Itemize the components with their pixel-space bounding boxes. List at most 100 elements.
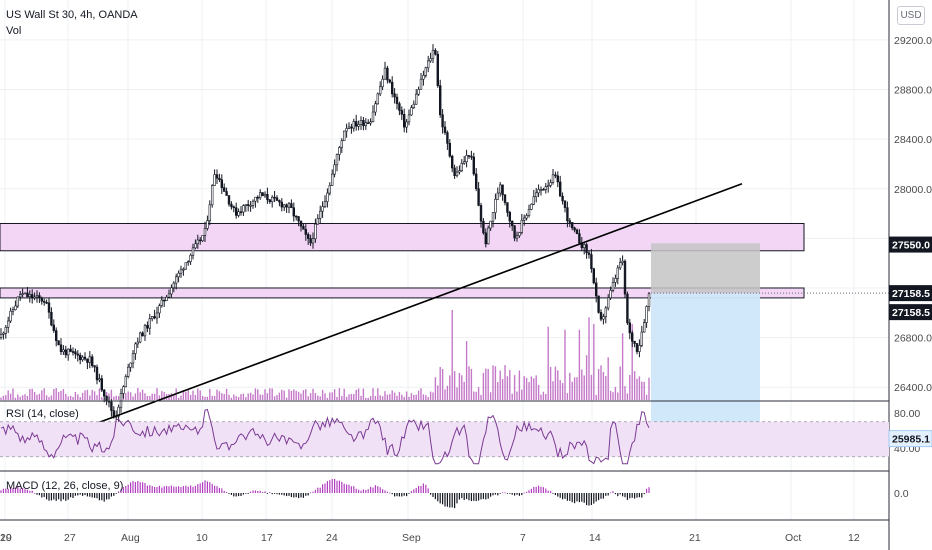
volume-bar xyxy=(33,391,36,400)
price-axis[interactable]: 29200.0 28800.0 28400.0 28000.0 26800.0 26400… xyxy=(894,35,932,394)
volume-bar xyxy=(540,394,542,400)
volume-bar xyxy=(12,388,14,400)
volume-bar xyxy=(561,383,564,400)
volume-bar xyxy=(463,381,465,400)
macd-bar xyxy=(96,493,98,499)
stop-loss-zone[interactable] xyxy=(651,243,760,294)
volume-bar xyxy=(564,329,566,400)
macd-bar xyxy=(511,493,513,495)
macd-bar xyxy=(430,493,432,495)
macd-bar xyxy=(600,493,602,499)
candle-body xyxy=(16,296,19,307)
volume-bar xyxy=(413,395,415,400)
candle-body xyxy=(371,111,375,123)
volume-bar xyxy=(9,393,12,400)
candle-body xyxy=(323,201,327,207)
volume-bar xyxy=(441,368,444,400)
volume-bar xyxy=(377,388,379,400)
candle-body xyxy=(134,343,137,354)
macd-bar xyxy=(494,493,496,495)
candle-body xyxy=(645,306,648,323)
macd-bar xyxy=(370,486,372,493)
volume-bar xyxy=(511,393,513,400)
macd-bar xyxy=(456,493,458,504)
volume-bar xyxy=(504,365,506,400)
candle-body xyxy=(410,107,413,116)
macd-bar xyxy=(55,493,57,501)
candle-body xyxy=(117,406,120,417)
macd-bar xyxy=(588,493,590,506)
volume-bar xyxy=(643,381,645,400)
macd-bar xyxy=(295,493,297,498)
trendline[interactable] xyxy=(19,183,743,453)
candle-body xyxy=(594,282,598,297)
candle-body xyxy=(242,205,245,213)
macd-bar xyxy=(444,493,446,507)
time-axis[interactable]: 20 27 Aug 10 17 24 Sep 7 14 21 Oct 12 19 xyxy=(0,532,860,544)
macd-bar xyxy=(118,491,120,493)
macd-bar xyxy=(439,493,441,504)
candle-body xyxy=(534,192,538,198)
volume-bar xyxy=(533,378,535,400)
macd-bar xyxy=(338,480,340,493)
candle-body xyxy=(458,170,461,173)
candle-body xyxy=(412,103,415,108)
candle-body xyxy=(402,114,406,128)
candle-body xyxy=(578,233,581,244)
volume-bar xyxy=(43,388,45,400)
candle-body xyxy=(599,312,603,320)
macd-bar xyxy=(29,490,31,493)
take-profit-zone[interactable] xyxy=(651,293,760,439)
candle-body xyxy=(184,262,187,270)
volume-bar xyxy=(81,393,84,400)
candle-body xyxy=(602,316,605,320)
macd-bar xyxy=(425,484,427,493)
volume-bar xyxy=(101,397,103,400)
price-tick-label: 28800.0 xyxy=(894,85,932,97)
candle-body xyxy=(270,196,274,203)
volume-bar xyxy=(357,388,360,400)
candle-body xyxy=(110,401,113,411)
candle-body xyxy=(554,174,557,177)
volume-bar xyxy=(480,394,482,400)
volume-bar xyxy=(57,392,60,400)
macd-bar xyxy=(108,493,110,500)
macd-bar xyxy=(98,493,100,501)
volume-bar xyxy=(199,390,201,400)
volume-bar xyxy=(14,397,17,400)
candle-body xyxy=(419,78,423,90)
volume-bar xyxy=(422,394,425,400)
candle-body xyxy=(6,320,10,328)
candle-body xyxy=(352,121,355,129)
volume-bar xyxy=(115,395,117,400)
candle-body xyxy=(590,254,593,270)
volume-bar xyxy=(98,388,101,400)
candle-body xyxy=(628,322,632,334)
macd-bar xyxy=(130,482,132,493)
volume-bar xyxy=(194,394,197,400)
candle-body xyxy=(386,67,389,81)
candle-body xyxy=(100,378,104,391)
candle-body xyxy=(342,130,346,142)
macd-bar xyxy=(163,486,165,493)
macd-bar xyxy=(408,493,410,494)
volume-bar xyxy=(48,397,50,400)
macd-bar xyxy=(542,487,544,493)
macd-bar xyxy=(170,485,172,493)
volume-bar xyxy=(552,381,554,400)
candle-body xyxy=(357,124,360,127)
macd-bar xyxy=(180,487,182,493)
candle-body xyxy=(239,211,243,214)
macd-bar xyxy=(552,493,554,494)
candle-body xyxy=(225,191,228,196)
macd-bar xyxy=(310,492,312,494)
candle-body xyxy=(522,217,526,221)
volume-bar xyxy=(324,393,326,400)
volume-bar xyxy=(309,393,312,400)
candle-body xyxy=(474,173,478,189)
candle-body xyxy=(18,294,22,298)
volume-bar xyxy=(585,355,588,400)
currency-button[interactable]: USD xyxy=(897,6,925,25)
macd-bar xyxy=(281,493,283,495)
